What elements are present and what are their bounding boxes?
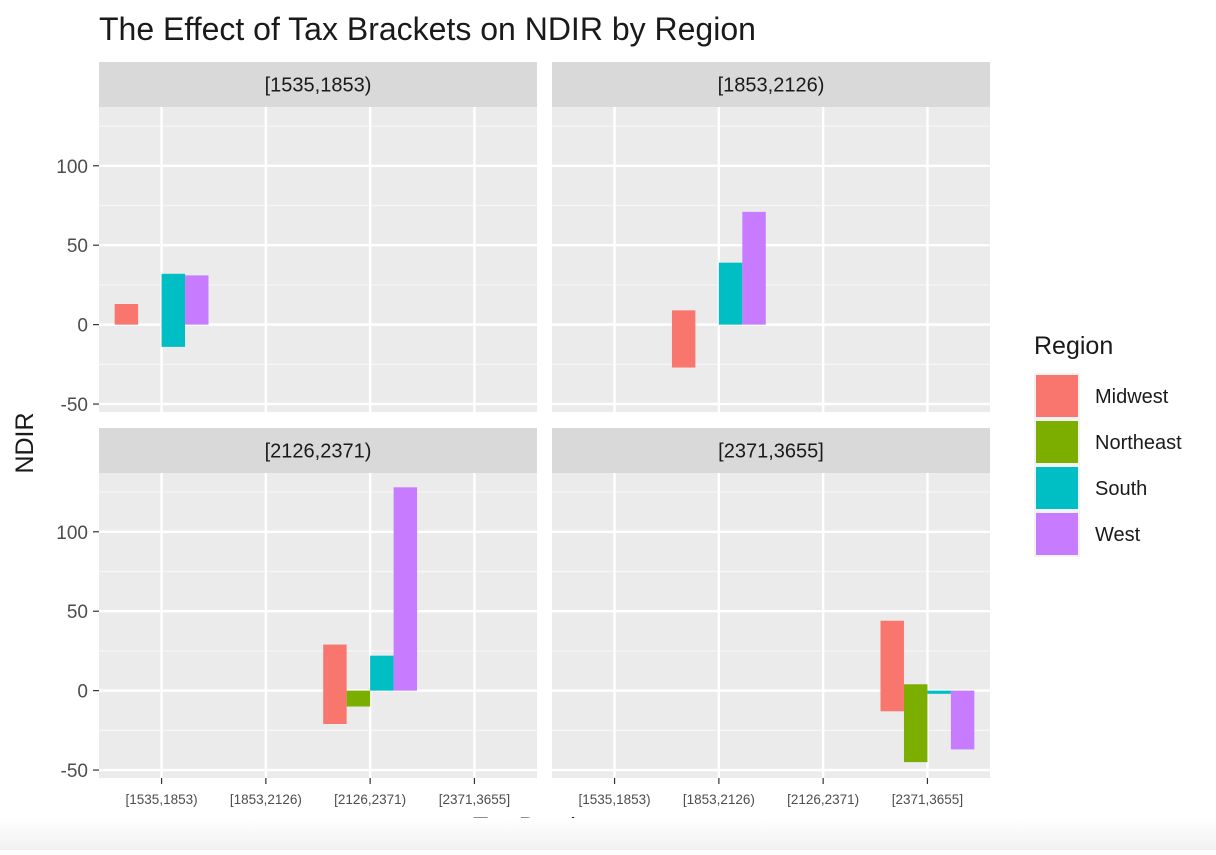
bar-west: [185, 275, 209, 325]
x-tick-label: [1535,1853): [579, 792, 651, 807]
facet-panel: [2126,2371) -50 0 50 100 [1535,1853) [1853,212…: [56, 428, 537, 807]
legend-label: West: [1095, 524, 1141, 546]
bar-south: [718, 262, 743, 325]
facet-strip: [552, 62, 990, 107]
bar-south: [370, 655, 394, 691]
bar-midwest: [114, 303, 139, 325]
x-tick-label: [2371,3655]: [439, 792, 510, 807]
y-tick-label: 0: [77, 682, 88, 703]
legend-key-west: [1036, 513, 1078, 555]
facet-strip-label: [2126,2371): [265, 441, 372, 463]
facet-panel: [1535,1853) -50 0 50 100: [56, 62, 537, 416]
facet-strip: [99, 62, 537, 107]
x-tick-label: [2126,2371): [787, 792, 859, 807]
x-tick-label: [1535,1853): [126, 792, 198, 807]
bar-midwest: [671, 310, 696, 368]
bar-west: [742, 211, 766, 325]
bar-west: [393, 487, 418, 691]
x-tick-label: [2371,3655]: [892, 792, 963, 807]
bar-south: [927, 690, 951, 694]
bar-midwest: [323, 644, 347, 724]
y-tick-label: -50: [61, 395, 88, 416]
x-tick-label: [1853,2126): [683, 792, 755, 807]
y-tick-label: -50: [61, 761, 88, 782]
bar-northeast: [346, 690, 371, 707]
facet-strip: [552, 428, 990, 473]
y-tick-label: 100: [56, 523, 88, 544]
legend: Region Midwest Northeast South West: [1034, 332, 1182, 557]
panel-background: [99, 473, 537, 778]
legend-key-south: [1036, 467, 1078, 509]
facet-strip-label: [1853,2126): [718, 75, 825, 97]
bar-south: [161, 273, 186, 347]
legend-key-northeast: [1036, 421, 1078, 463]
x-tick-label: [1853,2126): [230, 792, 302, 807]
y-tick-label: 0: [77, 316, 88, 337]
x-tick-label: [2126,2371): [334, 792, 406, 807]
y-tick-label: 50: [67, 602, 88, 623]
legend-label: Midwest: [1095, 386, 1169, 408]
legend-label: South: [1095, 478, 1147, 500]
bar-midwest: [880, 620, 904, 712]
legend-key-midwest: [1036, 375, 1078, 417]
facet-strip: [99, 428, 537, 473]
panel-background: [552, 107, 990, 412]
bar-west: [950, 690, 975, 750]
y-axis-title: NDIR: [11, 412, 39, 473]
facet-strip-label: [2371,3655]: [718, 441, 824, 463]
panel-background: [99, 107, 537, 412]
bottom-fade: [0, 818, 1216, 850]
y-tick-label: 50: [67, 236, 88, 257]
legend-title: Region: [1034, 332, 1113, 360]
facet-panel: [1853,2126): [552, 62, 990, 412]
bar-northeast: [903, 684, 928, 763]
facet-panel: [2371,3655] [1535,1853) [1853,2126) [2126,2…: [552, 428, 990, 807]
legend-label: Northeast: [1095, 432, 1182, 454]
y-tick-label: 100: [56, 157, 88, 178]
chart-title: The Effect of Tax Brackets on NDIR by Re…: [99, 11, 756, 47]
facet-strip-label: [1535,1853): [265, 75, 372, 97]
